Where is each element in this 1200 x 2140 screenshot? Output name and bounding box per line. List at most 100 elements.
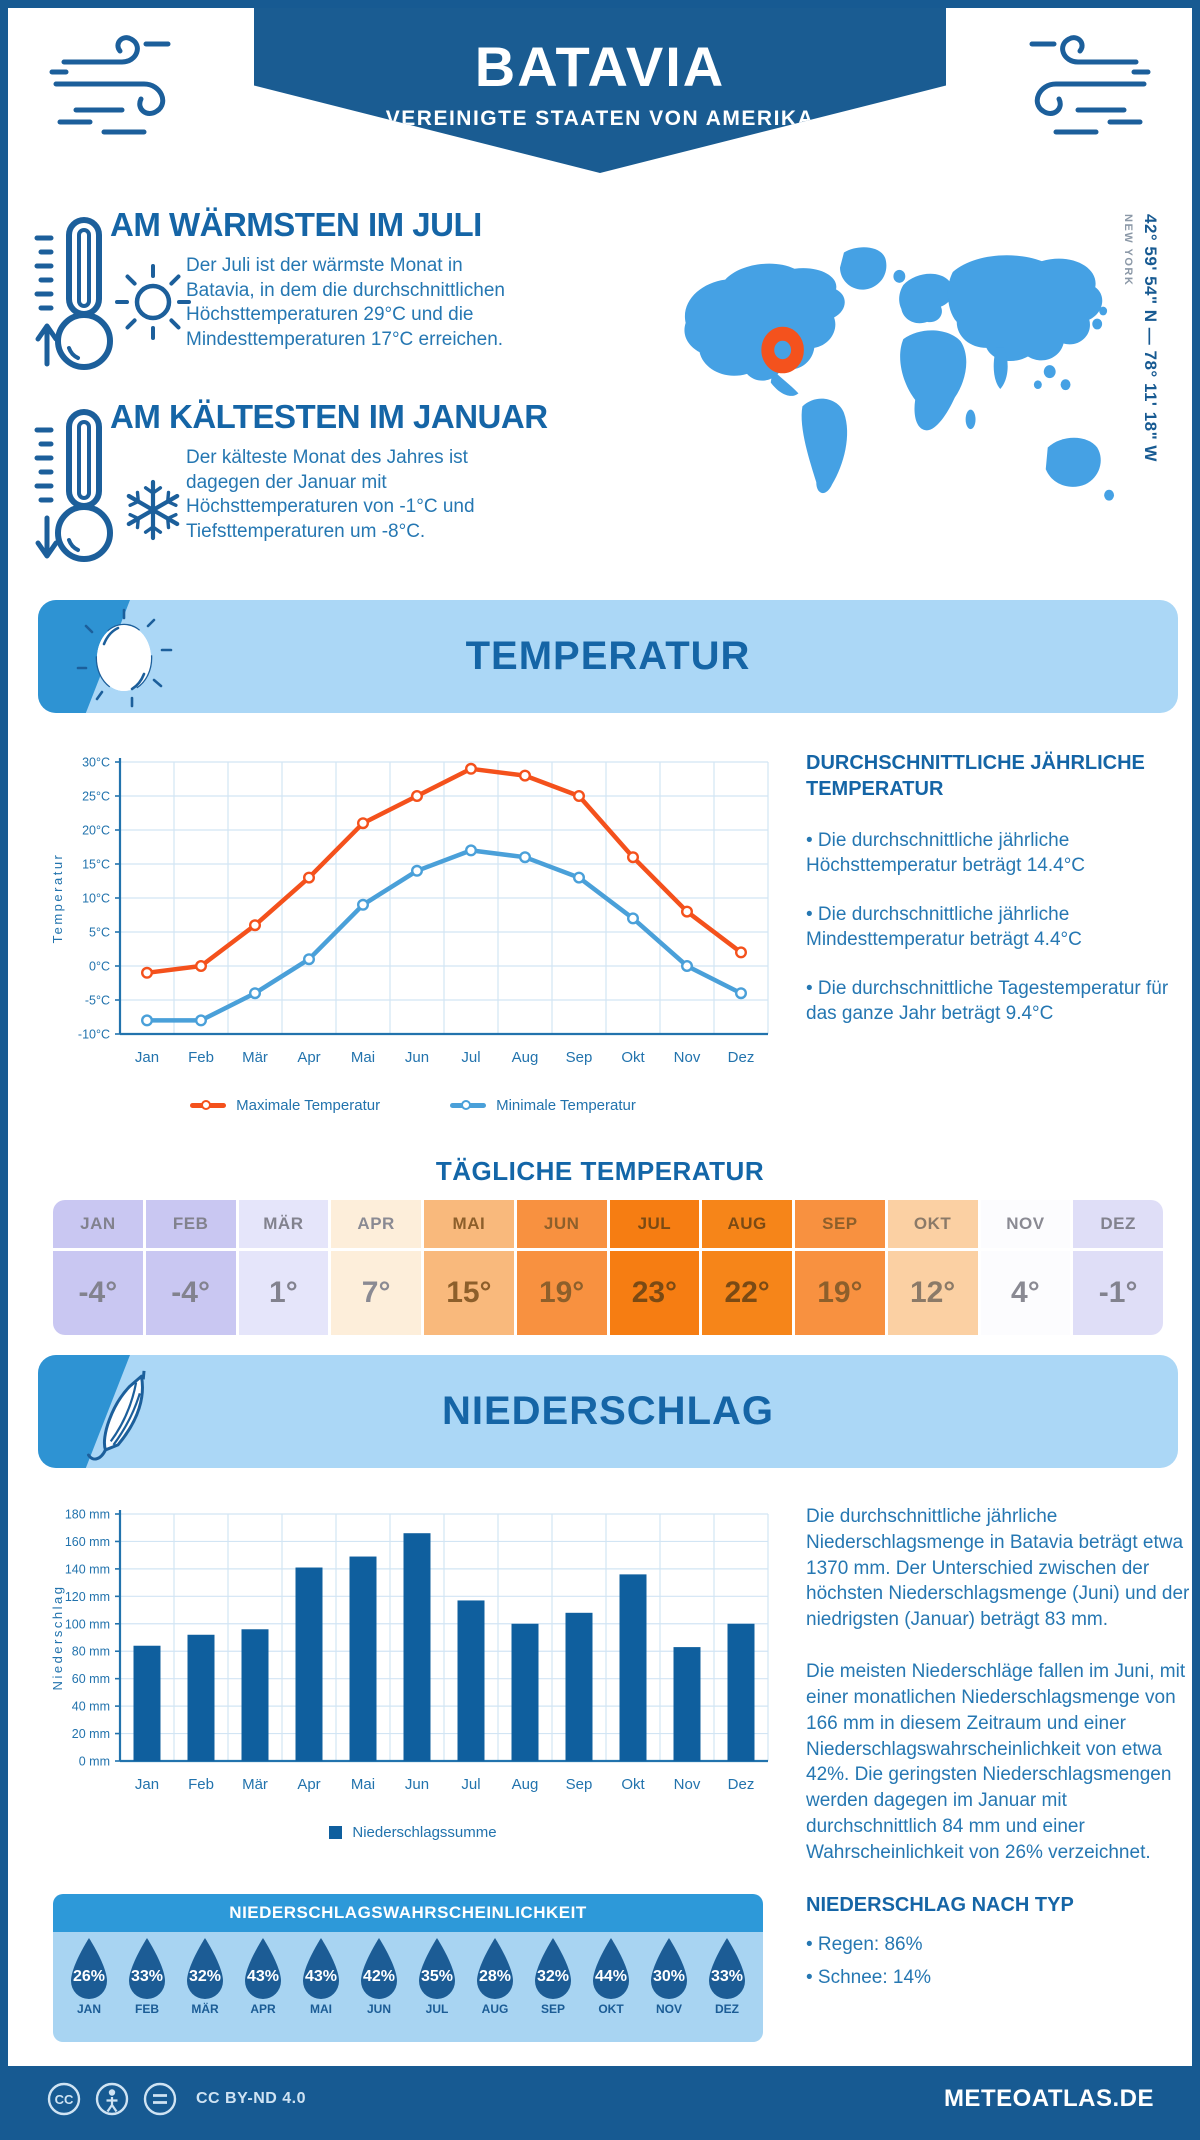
wind-icon-right <box>1029 35 1151 135</box>
probability-value: 35% <box>420 1968 454 1985</box>
svg-text:Mär: Mär <box>242 1776 268 1793</box>
probability-drop-NOV: 30% NOV <box>643 1932 695 2042</box>
page-title: BATAVIA <box>474 35 726 98</box>
bar-Mai <box>349 1556 377 1761</box>
probability-value: 30% <box>652 1968 686 1985</box>
daily-temp-month-APR: APR <box>331 1200 421 1248</box>
probability-drop-JUL: 35% JUL <box>411 1932 463 2042</box>
droplet-icon <box>709 1938 745 1999</box>
point-Minimale-Feb <box>194 1014 207 1027</box>
probability-drop-FEB: 33% FEB <box>121 1932 173 2042</box>
precipitation-type-heading: NIEDERSCHLAG NACH TYP <box>806 1893 1074 1916</box>
daily-temp-value-JUN: 19° <box>516 1251 607 1335</box>
daily-temp-month-SEP: SEP <box>795 1200 885 1248</box>
probability-value: 43% <box>246 1968 280 1985</box>
point-Maximale-Okt <box>627 851 640 864</box>
svg-text:-5°C: -5°C <box>85 994 110 1008</box>
wind-icon-left <box>49 35 171 135</box>
daily-temp-month-FEB: FEB <box>145 1200 236 1248</box>
point-Minimale-Aug <box>519 851 532 864</box>
precipitation-paragraph: Die meisten Niederschläge fallen im Juni… <box>806 1661 1186 1863</box>
rain-share: • Regen: 86% <box>806 1933 923 1955</box>
svg-text:0°C: 0°C <box>89 960 110 974</box>
daily-temp-value-JUL: 23° <box>609 1251 700 1335</box>
coldest-text: Der kälteste Monat des Jahres ist dagege… <box>186 447 475 543</box>
svg-text:120 mm: 120 mm <box>65 1590 110 1604</box>
daily-temperature-heading: TÄGLICHE TEMPERATUR <box>435 1156 765 1186</box>
bar-Nov <box>673 1647 701 1761</box>
svg-text:Okt: Okt <box>621 1776 645 1793</box>
svg-text:80 mm: 80 mm <box>72 1645 110 1659</box>
location-marker <box>761 326 804 374</box>
daily-temp-value-OKT: 12° <box>887 1251 978 1335</box>
point-Minimale-Apr <box>303 953 316 966</box>
region-label: NEW YORK <box>1122 214 1134 287</box>
temperature-band: TEMPERATUR <box>38 600 1178 713</box>
probability-month-label: FEB <box>135 2002 159 2016</box>
daily-temp-value-FEB: -4° <box>145 1251 236 1335</box>
legend-line-marker <box>450 1100 487 1110</box>
legend-item: Maximale Temperatur <box>190 1097 380 1114</box>
temperature-chart-legend: Maximale Temperatur Minimale Temperatur <box>48 1097 778 1114</box>
daily-temp-value-SEP: 19° <box>795 1251 885 1335</box>
svg-text:Feb: Feb <box>188 1049 214 1066</box>
probability-drop-AUG: 28% AUG <box>469 1932 521 2042</box>
annual-bullet: • Die durchschnittliche Tagestemperatur … <box>806 978 1169 1025</box>
footer-bar: CC CC BY-ND 4.0 METEOATLAS.DE <box>8 2066 1192 2132</box>
probability-month-label: NOV <box>655 2002 682 2016</box>
probability-drop-JAN: 26% JAN <box>63 1932 115 2042</box>
svg-text:60 mm: 60 mm <box>72 1672 110 1686</box>
probability-month-label: OKT <box>598 2002 624 2016</box>
point-Maximale-Jul <box>465 762 478 775</box>
bar-Jun <box>403 1533 431 1761</box>
probability-month-label: AUG <box>481 2002 509 2016</box>
coldest-title: AM KÄLTESTEN IM JANUAR <box>110 398 548 435</box>
svg-text:20°C: 20°C <box>82 824 110 838</box>
probability-value: 44% <box>594 1968 628 1985</box>
warmest-month-block: AM WÄRMSTEN IM JULI Der Juli ist der wär… <box>33 206 633 406</box>
point-Maximale-Aug <box>519 769 532 782</box>
bar-Jul <box>457 1600 485 1761</box>
precipitation-bar-chart: 0 mm 20 mm 40 mm 60 mm 80 mm 100 mm 120 mm 140 … <box>50 1508 769 1793</box>
svg-text:Mär: Mär <box>242 1049 268 1066</box>
warmest-text: Der Juli ist der wärmste Monat in Batavi… <box>186 255 505 351</box>
daily-temp-value-MÄR: 1° <box>238 1251 329 1335</box>
probability-drop-MAI: 43% MAI <box>295 1932 347 2042</box>
svg-text:Jul: Jul <box>461 1049 480 1066</box>
coordinates-block: NEW YORK 42° 59' 54" N — 78° 11' 18" W <box>1122 214 1160 544</box>
svg-text:CC: CC <box>55 2092 74 2107</box>
point-Maximale-Jan <box>140 966 153 979</box>
probability-month-label: DEZ <box>715 2002 739 2016</box>
probability-drop-DEZ: 33% DEZ <box>701 1932 753 2042</box>
svg-text:Sep: Sep <box>566 1776 593 1793</box>
cc-icon: CC <box>47 2082 81 2116</box>
svg-text:Aug: Aug <box>512 1049 539 1066</box>
precipitation-text-panel: Die durchschnittliche jährliche Niedersc… <box>806 1504 1192 1998</box>
svg-text:Aug: Aug <box>512 1776 539 1793</box>
svg-text:Okt: Okt <box>621 1049 645 1066</box>
bar-Mär <box>241 1629 269 1761</box>
svg-text:Feb: Feb <box>188 1776 214 1793</box>
svg-text:Sep: Sep <box>566 1049 593 1066</box>
probability-month-label: JAN <box>76 2002 101 2016</box>
svg-text:10°C: 10°C <box>82 892 110 906</box>
temperature-chart-box: -10°C -5°C 0°C 5°C 10°C 15°C 20°C 25°C 30°C Jan Fe… <box>48 746 778 1114</box>
precipitation-band: NIEDERSCHLAG <box>38 1355 1178 1468</box>
sun-band-icon <box>76 608 173 708</box>
legend-item: Niederschlagssumme <box>329 1824 497 1841</box>
droplet-icon <box>187 1938 223 1999</box>
daily-temp-month-DEZ: DEZ <box>1073 1200 1163 1248</box>
svg-text:15°C: 15°C <box>82 858 110 872</box>
svg-text:Jun: Jun <box>405 1049 429 1066</box>
daily-temp-value-MAI: 15° <box>424 1251 514 1335</box>
precipitation-chart-legend: Niederschlagssumme <box>48 1824 778 1841</box>
daily-temp-value-NOV: 4° <box>980 1251 1071 1335</box>
svg-text:30°C: 30°C <box>82 756 110 770</box>
probability-value: 32% <box>536 1968 570 1985</box>
svg-text:20 mm: 20 mm <box>72 1727 110 1741</box>
svg-text:Niederschlag: Niederschlag <box>50 1585 65 1691</box>
probability-month-label: APR <box>250 2002 276 2016</box>
snowflake-icon <box>126 479 180 541</box>
svg-text:0 mm: 0 mm <box>79 1755 110 1769</box>
header-banner: BATAVIA VEREINIGTE STAATEN VON AMERIKA <box>254 8 946 173</box>
